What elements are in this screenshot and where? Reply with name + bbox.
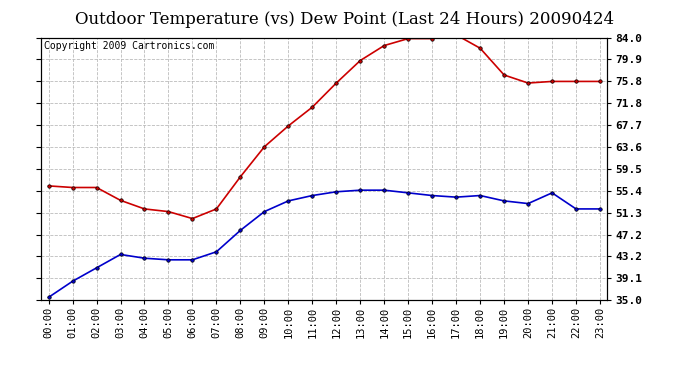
Text: Outdoor Temperature (vs) Dew Point (Last 24 Hours) 20090424: Outdoor Temperature (vs) Dew Point (Last… [75, 11, 615, 28]
Text: Copyright 2009 Cartronics.com: Copyright 2009 Cartronics.com [44, 42, 215, 51]
